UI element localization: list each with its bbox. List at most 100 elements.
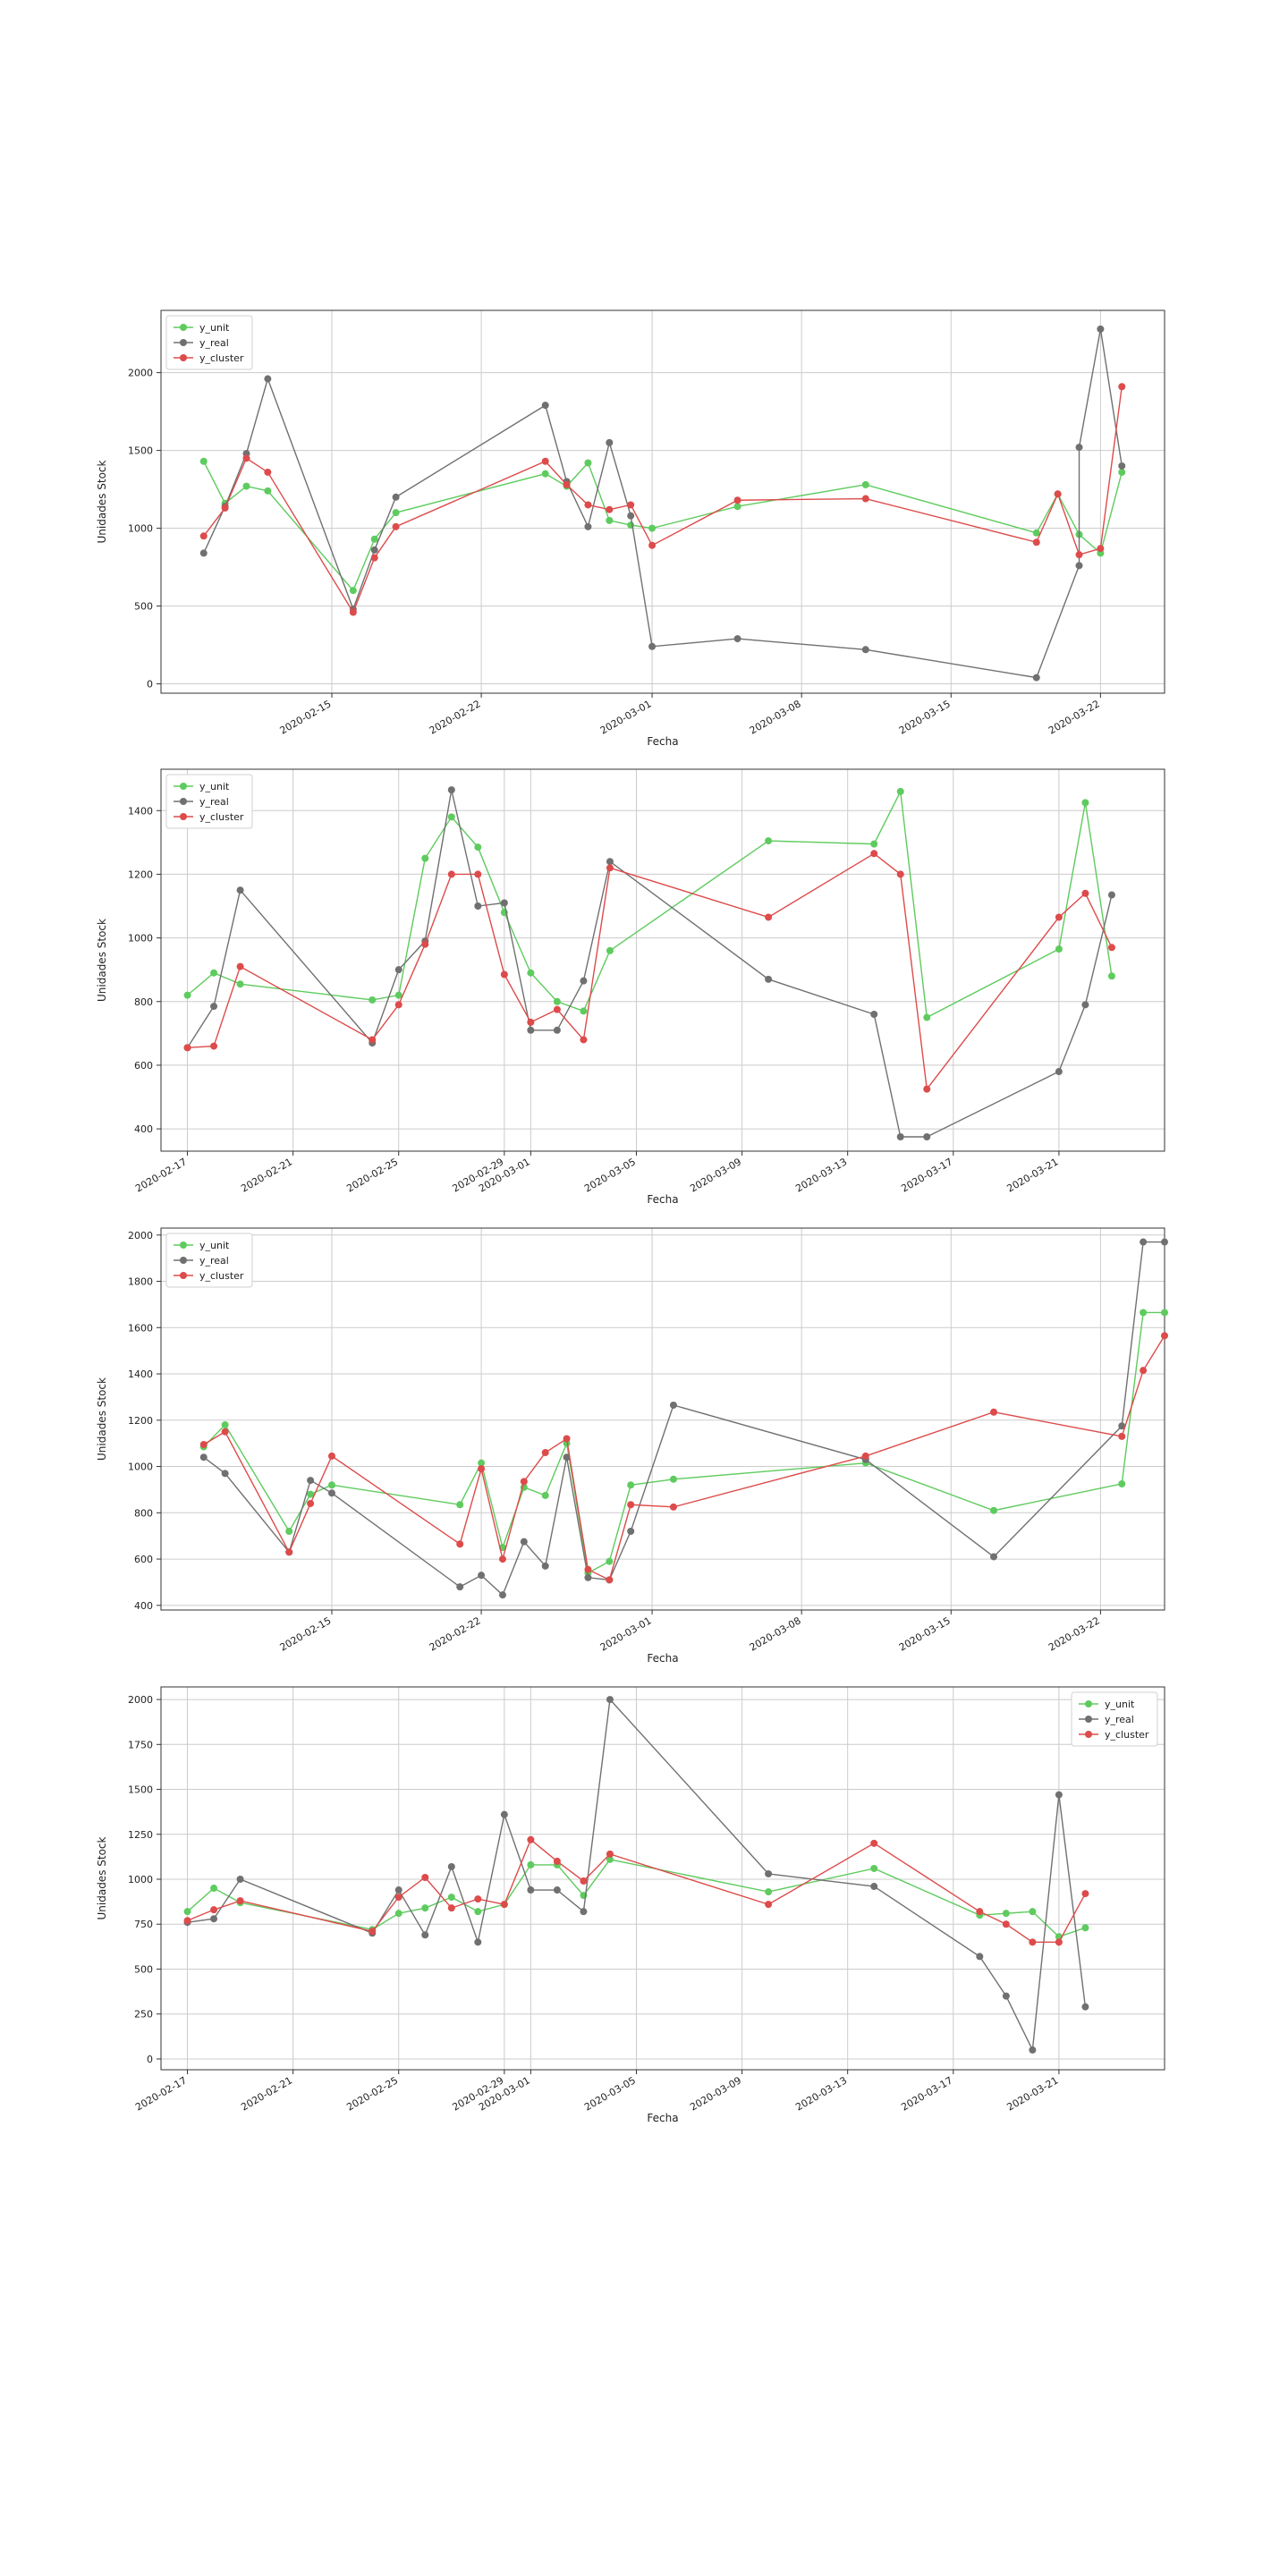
point-y_unit	[627, 1481, 635, 1489]
point-y_cluster	[421, 940, 429, 948]
legend: y_unit y_real y_cluster	[165, 774, 253, 829]
y-tick-label: 1000	[128, 1874, 153, 1885]
y-tick-label: 1000	[128, 1462, 153, 1473]
series-line-y_real	[203, 328, 1123, 679]
point-y_cluster	[478, 1465, 486, 1473]
y-tick-label: 1200	[128, 869, 153, 880]
point-y_cluster	[541, 457, 549, 465]
point-y_cluster	[990, 1408, 998, 1416]
point-y_cluster	[923, 1085, 931, 1093]
point-y_cluster	[349, 608, 357, 616]
legend-box	[165, 774, 253, 829]
x-tick-label: 2020-03-21	[1005, 2074, 1061, 2113]
legend-box	[165, 1233, 253, 1288]
legend-label-y_cluster: y_cluster	[1105, 1729, 1149, 1741]
point-y_cluster	[1002, 1920, 1010, 1928]
point-y_unit	[327, 1481, 335, 1489]
point-y_unit	[584, 459, 592, 467]
point-y_real	[1118, 462, 1126, 470]
y-axis-label: Unidades Stock	[96, 1377, 108, 1461]
point-y_real	[1032, 674, 1040, 682]
point-y_cluster	[861, 1452, 869, 1460]
point-y_cluster	[285, 1548, 293, 1556]
point-y_cluster	[236, 962, 244, 970]
point-y_cluster	[498, 1555, 506, 1563]
y-tick-label: 1500	[128, 1784, 153, 1796]
y-tick-label: 1200	[128, 1415, 153, 1427]
point-y_cluster	[563, 480, 571, 488]
point-y_real	[394, 1886, 402, 1894]
point-y_cluster	[1081, 889, 1089, 897]
point-y_unit	[236, 980, 244, 988]
point-y_unit	[1032, 529, 1040, 537]
x-tick-label: 2020-03-15	[897, 698, 953, 736]
series-line-y_cluster	[187, 1838, 1087, 1944]
point-y_cluster	[1032, 538, 1040, 547]
point-y_unit	[285, 1528, 293, 1536]
point-y_real	[990, 1553, 998, 1561]
point-y_real	[1161, 1238, 1168, 1246]
point-y_cluster	[861, 495, 869, 503]
point-y_unit	[478, 1459, 486, 1467]
x-tick-label: 2020-03-08	[748, 1614, 803, 1653]
point-y_real	[1075, 444, 1083, 452]
y-tick-label: 2000	[128, 1694, 153, 1706]
point-y_real	[199, 549, 208, 557]
y-tick-label: 400	[134, 1600, 153, 1612]
point-y_cluster	[1140, 1367, 1148, 1375]
point-y_unit	[394, 991, 402, 999]
point-y_unit	[421, 854, 429, 862]
point-y_cluster	[183, 1917, 191, 1925]
y-tick-label: 0	[147, 2054, 153, 2065]
y-axis-label: Unidades Stock	[96, 460, 108, 543]
point-y_unit	[870, 840, 878, 848]
x-tick-label: 2020-03-01	[598, 1614, 654, 1653]
legend-box	[1071, 1691, 1158, 1747]
point-y_cluster	[183, 1044, 191, 1052]
point-y_real	[580, 977, 588, 985]
legend-label-y_unit: y_unit	[199, 322, 230, 334]
legend-marker-y_real	[180, 339, 187, 346]
y-tick-label: 2000	[128, 1230, 153, 1241]
x-tick-label: 2020-02-15	[278, 1614, 334, 1653]
point-y_real	[392, 493, 400, 501]
point-y_real	[870, 1010, 878, 1018]
point-y_real	[870, 1883, 878, 1891]
series-line-y_cluster	[187, 852, 1113, 1091]
point-y_unit	[1118, 468, 1126, 476]
x-tick-label: 2020-03-21	[1005, 1156, 1061, 1194]
point-y_cluster	[648, 541, 657, 549]
y-tick-label: 1250	[128, 1829, 153, 1841]
point-y_cluster	[199, 532, 208, 540]
point-y_unit	[183, 991, 191, 999]
point-y_real	[1081, 1001, 1089, 1009]
point-y_unit	[1055, 945, 1063, 953]
point-y_cluster	[553, 1857, 561, 1865]
point-y_cluster	[606, 864, 614, 872]
point-y_cluster	[627, 1501, 635, 1509]
point-y_cluster	[1055, 913, 1063, 921]
point-y_cluster	[221, 504, 229, 512]
point-y_real	[584, 522, 592, 530]
legend-label-y_real: y_real	[199, 337, 229, 349]
x-axis-label: Fecha	[647, 1652, 678, 1665]
point-y_cluster	[1081, 1890, 1089, 1898]
point-y_real	[1097, 325, 1105, 333]
y-tick-label: 0	[147, 679, 153, 691]
y-tick-label: 400	[134, 1123, 153, 1135]
point-y_unit	[392, 509, 400, 517]
x-tick-label: 2020-03-09	[688, 1156, 743, 1194]
legend-marker-y_cluster	[1085, 1731, 1092, 1738]
series-line-y_cluster	[203, 1335, 1165, 1581]
point-y_cluster	[1097, 545, 1105, 553]
point-y_unit	[580, 1007, 588, 1015]
point-y_cluster	[210, 1042, 218, 1050]
point-y_real	[563, 1453, 571, 1462]
series-line-y_real	[203, 1241, 1165, 1597]
x-tick-label: 2020-03-08	[748, 698, 803, 736]
point-y_unit	[370, 535, 378, 543]
series-line-y_real	[186, 789, 1113, 1138]
point-y_real	[370, 546, 378, 554]
point-y_cluster	[520, 1478, 528, 1486]
